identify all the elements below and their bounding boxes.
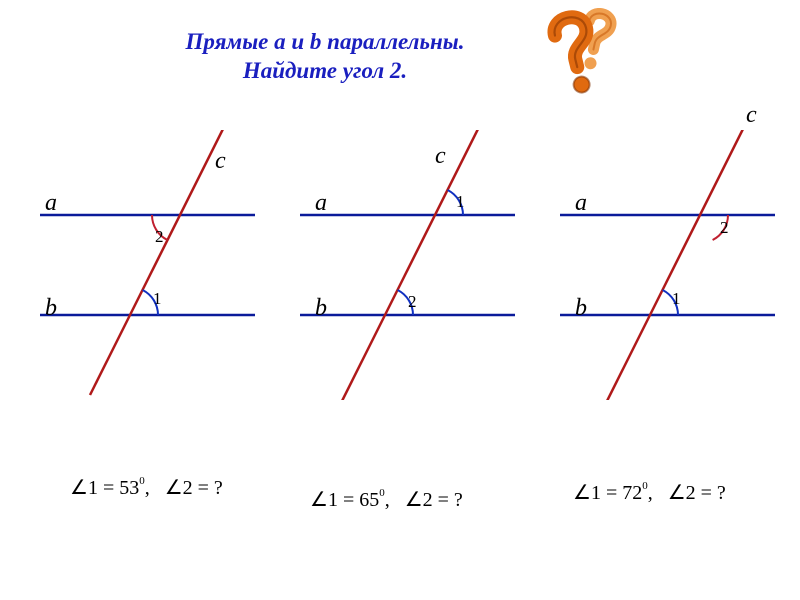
diagram-1 [20,130,270,400]
eq2-part1: 1 = 65 [328,489,379,511]
d3-label-c: c [746,102,757,129]
eq1-deg: 0 [139,475,145,487]
d1-label-1: 1 [153,289,162,309]
d3-label-a: a [575,190,587,217]
eq3-part1: 1 = 72 [591,482,642,504]
eq2-comma: , [385,489,390,511]
d3-label-2: 2 [720,218,729,238]
eq1-part1: 1 = 53 [88,477,139,499]
eq2-angle-sym2: ∠ [405,489,423,511]
eq2-angle-sym: ∠ [310,489,328,511]
d2-label-b: b [315,295,327,322]
diagram-3 [540,130,790,400]
eq1-comma: , [145,477,150,499]
d2-label-c: c [435,143,446,170]
eq2-part2: 2 = ? [423,489,463,511]
equation-3: ∠1 = 720, ∠2 = ? [573,480,726,505]
d3-label-b: b [575,295,587,322]
eq3-angle-sym: ∠ [573,482,591,504]
title-line-1: Прямые a и b параллельны. [186,29,465,54]
slide-title: Прямые a и b параллельны. Найдите угол 2… [130,28,520,86]
d1-label-c: c [215,148,226,175]
d2-label-2: 2 [408,292,417,312]
title-line-2: Найдите угол 2. [243,58,407,83]
d1-label-2: 2 [155,227,164,247]
eq2-deg: 0 [379,487,385,499]
eq1-angle-sym: ∠ [70,477,88,499]
d2-label-1: 1 [456,192,465,212]
question-marks-image [540,8,640,108]
d1-label-a: a [45,190,57,217]
eq1-part2: 2 = ? [183,477,223,499]
d3-label-1: 1 [672,289,681,309]
eq3-comma: , [648,482,653,504]
eq3-angle-sym2: ∠ [668,482,686,504]
d2-label-a: a [315,190,327,217]
d1-label-b: b [45,295,57,322]
diagram-2 [280,130,530,400]
equation-2: ∠1 = 650, ∠2 = ? [310,487,463,512]
eq1-angle-sym2: ∠ [165,477,183,499]
equation-1: ∠1 = 530, ∠2 = ? [70,475,223,500]
eq3-deg: 0 [642,480,648,492]
eq3-part2: 2 = ? [686,482,726,504]
